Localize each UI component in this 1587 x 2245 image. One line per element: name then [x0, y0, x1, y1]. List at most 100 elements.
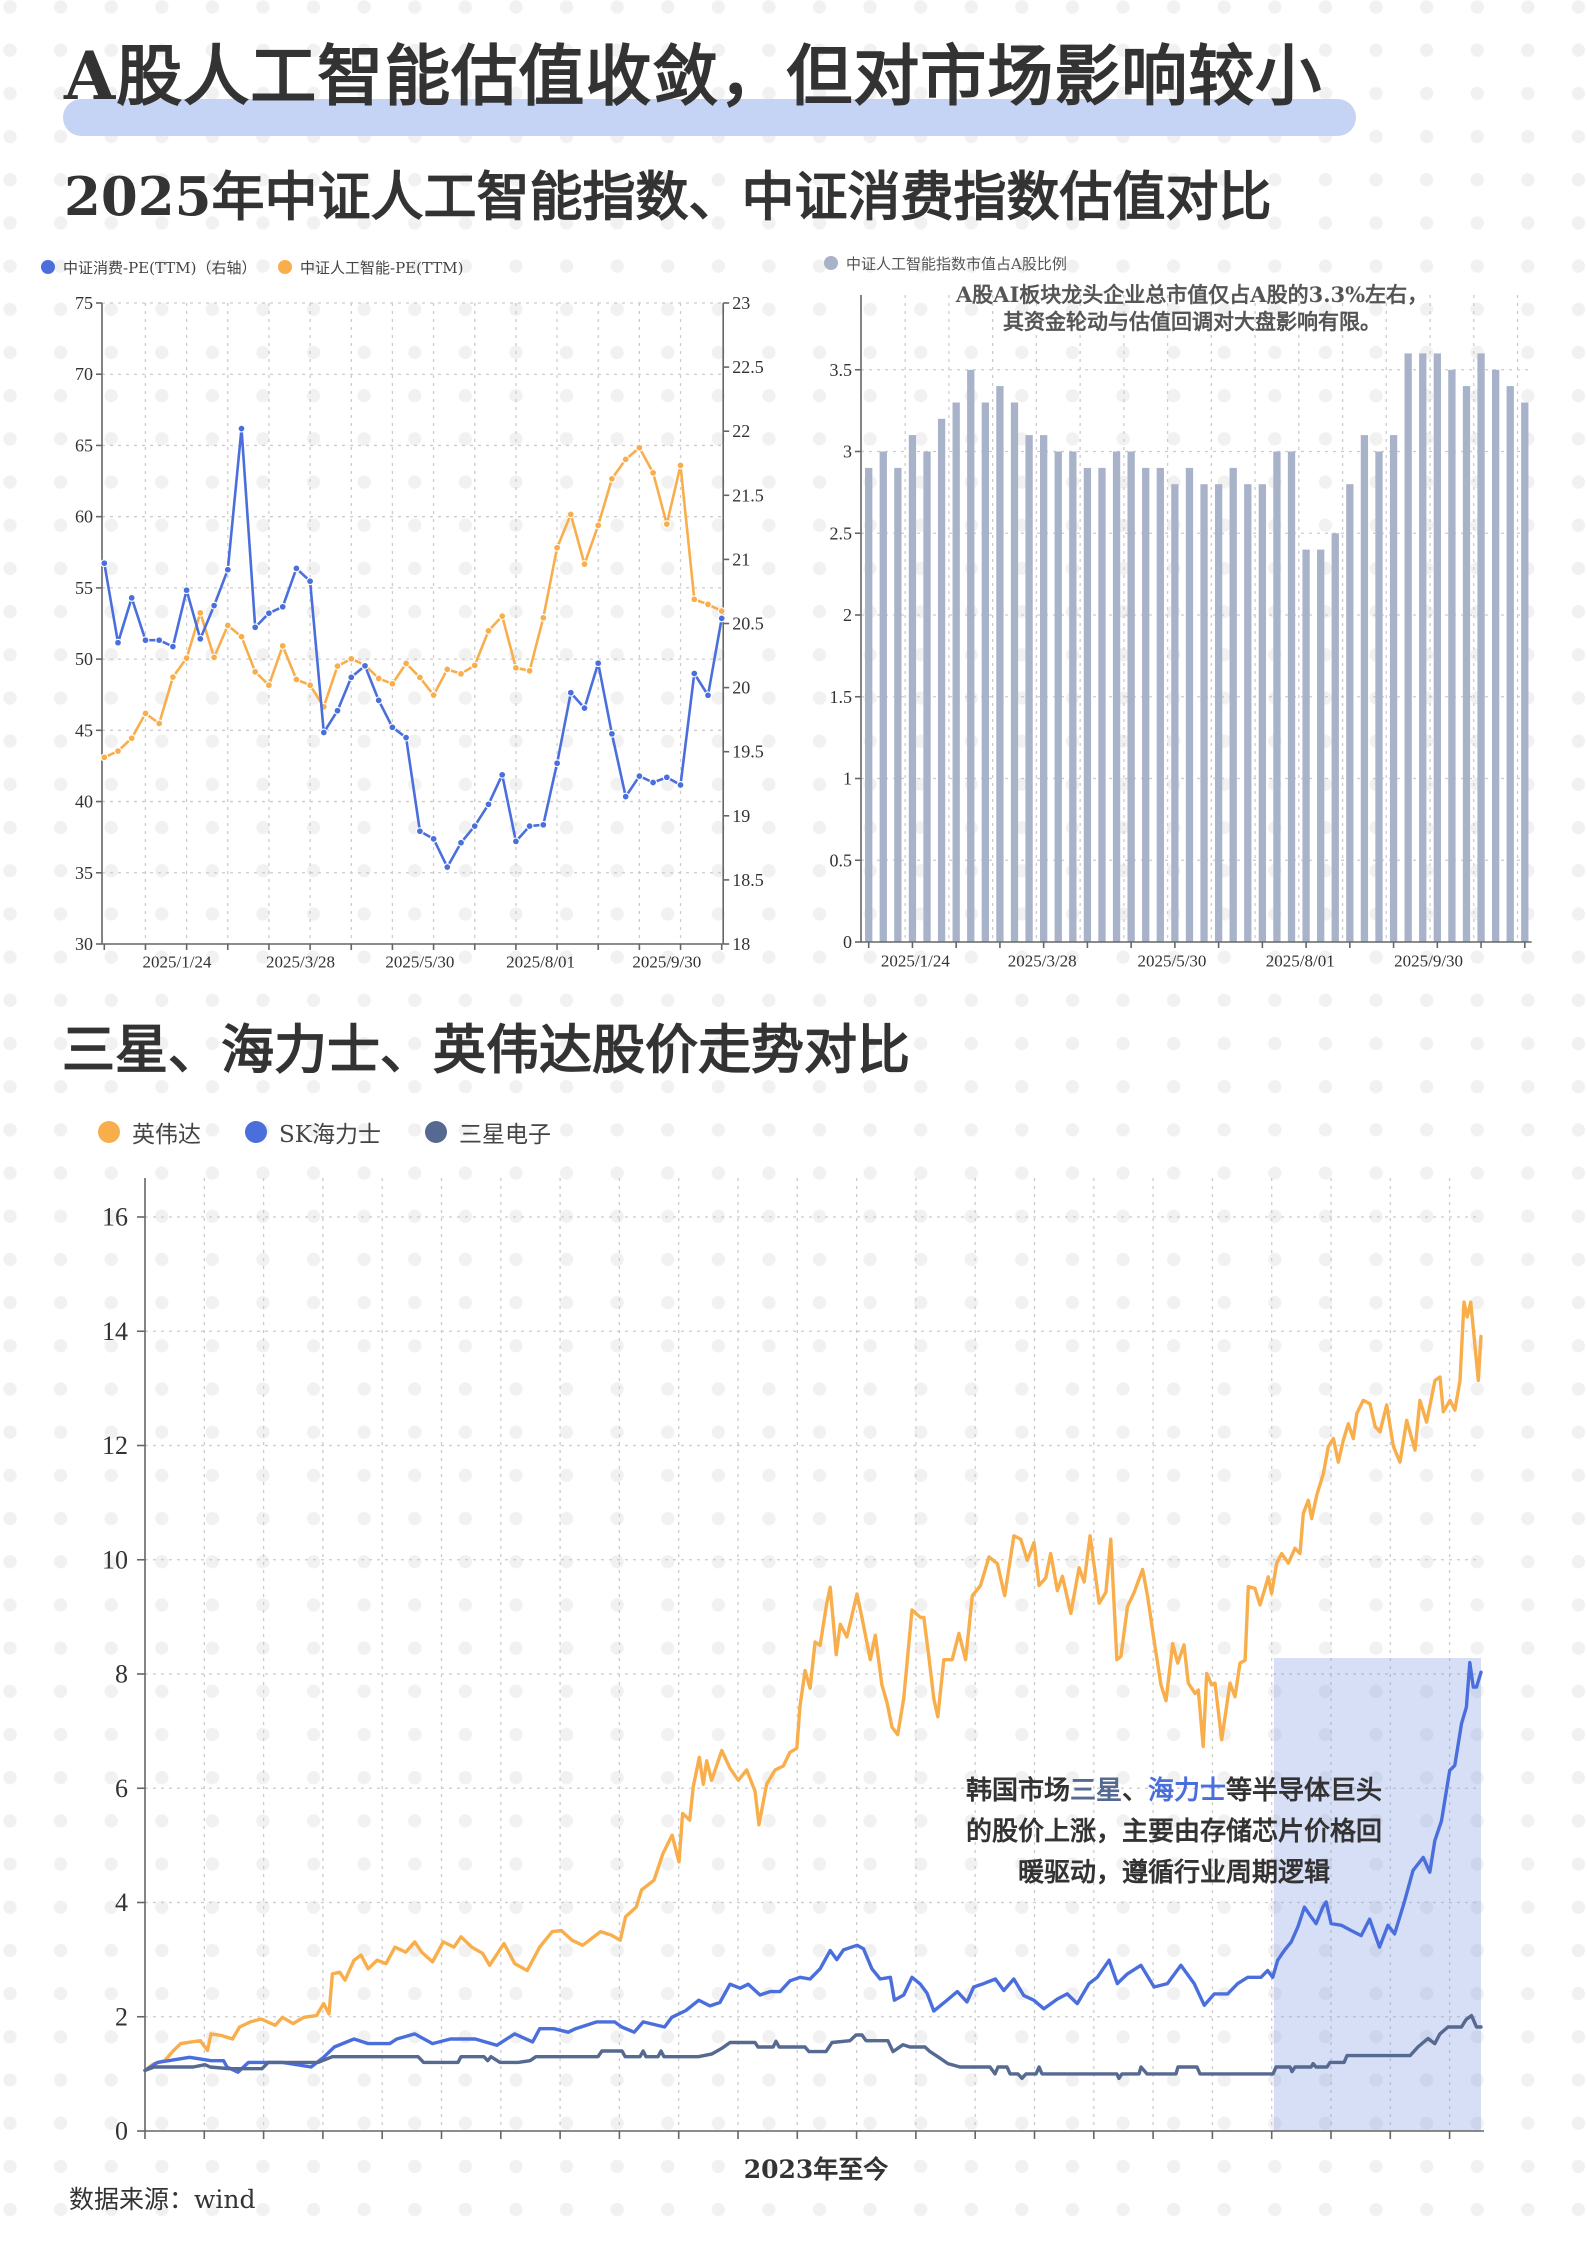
data-point: [100, 753, 109, 762]
data-point: [470, 661, 479, 670]
legend-item-sk-hynix[interactable]: SK海力士: [245, 1117, 381, 1148]
data-point: [237, 632, 246, 641]
right-axis-label: 22.5: [732, 357, 764, 377]
data-point: [676, 461, 685, 470]
data-point: [662, 520, 671, 529]
data-point: [580, 704, 589, 713]
data-point: [374, 674, 383, 683]
axis-labels: 30 35 40 45 50 55 60 65 70 75 18 18.5 19 19.5 20 20.5 21…: [75, 293, 764, 972]
y-axis-label: 10: [102, 1545, 128, 1574]
legend-item-samsung[interactable]: 三星电子: [425, 1117, 551, 1148]
data-point: [498, 612, 507, 621]
bar: [1171, 484, 1179, 942]
data-point: [566, 510, 575, 519]
data-point: [141, 636, 150, 645]
series-nvidia: [143, 1300, 1483, 2073]
data-point: [374, 696, 383, 705]
section-title-valuation: 2025年中证人工智能指数、中证消费指数估值对比: [64, 166, 1272, 228]
bar: [1054, 451, 1062, 942]
bar: [1069, 451, 1077, 942]
y-axis-label: 1: [843, 769, 852, 789]
data-point: [704, 691, 712, 700]
legend-label: SK海力士: [279, 1122, 381, 1148]
data-point: [621, 455, 630, 464]
bar: [1244, 484, 1252, 942]
data-point: [333, 706, 342, 715]
left-axis-label: 60: [75, 507, 93, 527]
y-axis-label: 2.5: [830, 523, 853, 543]
data-point: [347, 654, 356, 663]
bar: [1229, 467, 1237, 942]
data-point: [594, 659, 603, 668]
bar: [1506, 386, 1514, 943]
x-axis-label: 2025/8/01: [506, 953, 575, 972]
data-point: [114, 747, 122, 756]
bar: [967, 369, 975, 943]
annotation-text: 韩国市场: [965, 1776, 1070, 1806]
data-point: [649, 778, 658, 787]
bar: [923, 451, 931, 942]
data-point: [168, 642, 177, 651]
data-point: [182, 586, 191, 595]
right-axis-label: 19.5: [732, 742, 764, 762]
grid-lines: [861, 295, 1532, 942]
left-axis-label: 45: [75, 720, 93, 740]
legend-dot-icon: [98, 1121, 120, 1143]
bar: [1491, 369, 1500, 943]
left-axis-label: 70: [75, 364, 93, 384]
data-point: [457, 669, 465, 678]
bar: [879, 451, 887, 942]
legend-dot-icon: [245, 1121, 267, 1143]
left-axis-label: 30: [75, 934, 93, 954]
data-point: [388, 679, 397, 688]
bar: [1010, 402, 1019, 942]
right-axis-label: 18.5: [732, 870, 764, 890]
bar: [1287, 451, 1296, 942]
bar: [1098, 467, 1106, 942]
bar: [865, 467, 873, 942]
legend-item-ai-pe[interactable]: 中证人工智能-PE(TTM): [278, 257, 463, 277]
legend-label: 中证人工智能指数市值占A股比例: [846, 254, 1067, 273]
bar: [1040, 435, 1048, 942]
pe-valuation-line-chart: 30 35 40 45 50 55 60 65 70 75 18 18.5 19 19.5 20 20.5 21…: [75, 293, 764, 972]
data-point: [347, 673, 356, 682]
legend-item-ai-market-share[interactable]: 中证人工智能指数市值占A股比例: [824, 253, 1067, 273]
legend-label: 中证消费-PE(TTM)（右轴）: [63, 258, 257, 277]
bar: [1127, 451, 1135, 942]
bar: [1448, 369, 1456, 943]
legend-item-nvidia[interactable]: 英伟达: [98, 1117, 201, 1148]
data-point: [306, 681, 315, 690]
bar-chart-annotation: A股AI板块龙头企业总市值仅占A股的3.3%左右， 其资金轮动与估值回调对大盘影…: [892, 281, 1492, 335]
legend-dot-icon: [824, 256, 838, 270]
bar: [894, 467, 902, 942]
grid-lines: [145, 1178, 1481, 2131]
y-axis-label: 6: [115, 1774, 128, 1803]
data-point: [361, 661, 369, 670]
data-point: [429, 691, 438, 700]
y-axis-label: 16: [102, 1203, 128, 1232]
annotation-text: 的股价上涨，主要由存储芯片价格回: [965, 1817, 1382, 1847]
bar: [996, 386, 1004, 943]
annotation-line: 其资金轮动与估值回调对大盘影响有限。: [1003, 309, 1381, 334]
axes: [855, 295, 1532, 948]
axes: [137, 1178, 1484, 2139]
data-point: [580, 560, 589, 569]
data-point: [690, 595, 699, 604]
bar: [1433, 353, 1441, 942]
data-point: [717, 607, 726, 616]
legend-label: 中证人工智能-PE(TTM): [300, 258, 464, 277]
y-axis-label: 14: [102, 1317, 128, 1346]
legend-item-consumer-pe[interactable]: 中证消费-PE(TTM)（右轴）: [41, 257, 256, 277]
annotation-line: 暖驱动，遵循行业周期逻辑: [874, 1853, 1474, 1894]
data-point: [511, 663, 520, 672]
data-point: [498, 770, 507, 779]
bar: [1521, 402, 1529, 942]
bar: [1389, 435, 1398, 942]
y-axis-label: 3.5: [830, 360, 853, 380]
data-point: [553, 543, 562, 552]
data-point: [223, 565, 232, 574]
x-axis-label: 2025/5/30: [1137, 952, 1206, 971]
x-axis-label: 2025/3/28: [1008, 952, 1077, 971]
bar: [1346, 484, 1354, 942]
data-point: [525, 666, 534, 675]
